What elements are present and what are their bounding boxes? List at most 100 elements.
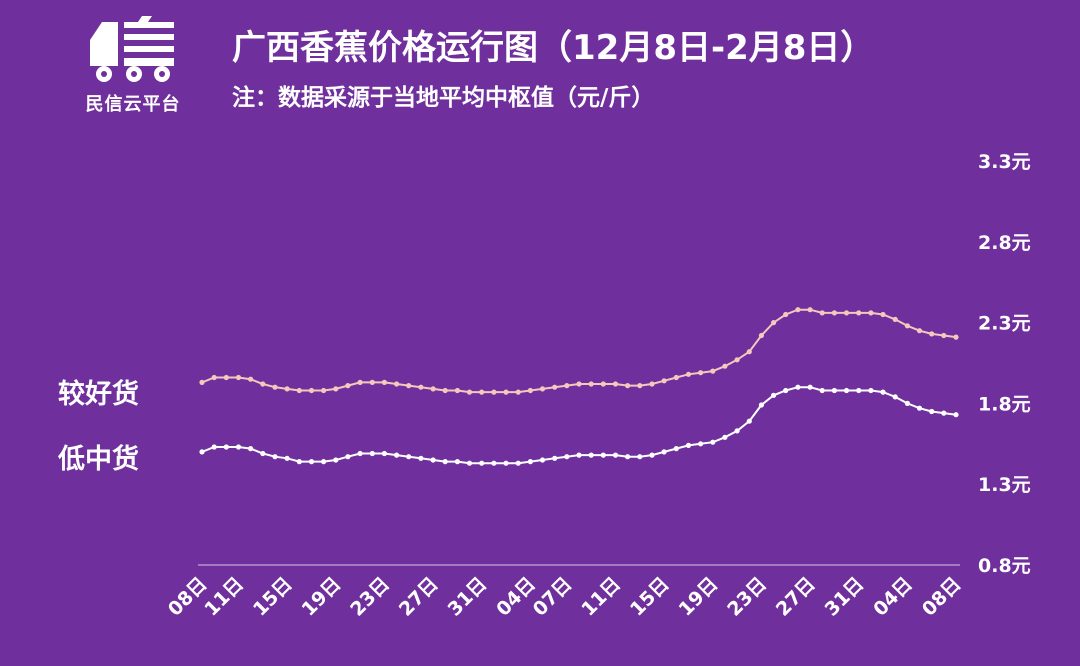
- y-tick-label: 2.3元: [978, 313, 1031, 335]
- data-point: [795, 307, 801, 313]
- data-point: [539, 457, 546, 463]
- data-point: [369, 450, 375, 457]
- x-tick-label: 08日: [918, 573, 966, 621]
- y-tick-label: 0.8元: [978, 555, 1031, 577]
- data-point: [746, 349, 752, 355]
- data-point: [831, 387, 838, 394]
- data-point: [904, 400, 911, 406]
- data-point: [248, 376, 254, 382]
- x-tick-label: 19日: [298, 573, 346, 621]
- data-point: [223, 444, 229, 450]
- data-point: [442, 387, 448, 394]
- data-point: [564, 383, 570, 389]
- x-tick-label: 31日: [821, 573, 869, 621]
- data-point: [843, 310, 850, 316]
- data-point: [722, 434, 728, 440]
- data-point: [625, 454, 631, 460]
- data-point: [868, 387, 874, 394]
- data-point: [612, 452, 619, 458]
- data-point: [479, 460, 485, 466]
- data-point: [539, 386, 546, 392]
- data-point: [515, 460, 521, 466]
- data-point: [369, 379, 375, 385]
- data-point: [637, 454, 643, 460]
- logo-text: 民信云平台: [85, 94, 181, 115]
- data-point: [381, 450, 387, 457]
- data-point: [880, 311, 886, 318]
- data-point: [625, 383, 631, 389]
- data-point: [685, 442, 692, 448]
- data-point: [406, 454, 412, 460]
- data-point: [868, 310, 874, 316]
- data-point: [418, 384, 424, 390]
- data-point: [831, 310, 838, 316]
- data-point: [272, 384, 278, 390]
- data-point: [904, 323, 911, 329]
- y-tick-label: 3.3元: [978, 151, 1031, 173]
- data-point: [296, 459, 302, 465]
- x-tick-label: 23日: [723, 573, 771, 621]
- data-point: [430, 386, 436, 392]
- data-point: [929, 408, 935, 415]
- x-tick-label: 27日: [772, 573, 820, 621]
- data-point: [588, 452, 594, 458]
- data-point: [929, 331, 935, 337]
- data-point: [880, 389, 886, 395]
- data-point: [807, 307, 813, 313]
- data-point: [503, 389, 509, 395]
- data-point: [673, 374, 679, 381]
- data-point: [564, 454, 570, 460]
- data-point: [199, 379, 205, 385]
- data-point: [357, 379, 363, 385]
- data-point: [576, 452, 582, 458]
- data-point: [235, 444, 242, 450]
- y-tick-label: 2.8元: [978, 232, 1031, 254]
- data-point: [345, 454, 351, 460]
- x-tick-label: 23日: [346, 573, 394, 621]
- data-point: [345, 383, 351, 389]
- data-point: [357, 450, 363, 457]
- truck-logo-icon: [90, 16, 174, 82]
- data-point: [710, 368, 716, 374]
- data-point: [394, 452, 400, 458]
- data-point: [527, 459, 534, 465]
- data-point: [223, 374, 229, 381]
- data-point: [466, 460, 473, 466]
- data-point: [576, 381, 582, 387]
- data-point: [381, 379, 387, 385]
- data-point: [892, 316, 898, 322]
- series-label-good: 较好货: [58, 379, 139, 410]
- x-tick-label: 11日: [577, 573, 625, 621]
- data-point: [953, 334, 959, 340]
- data-point: [491, 460, 497, 466]
- data-point: [296, 387, 302, 394]
- chart-subtitle: 注：数据采源于当地平均中枢值（元/斤）: [232, 85, 655, 111]
- data-point: [430, 457, 436, 463]
- data-point: [856, 387, 862, 394]
- data-point: [916, 405, 923, 411]
- x-tick-label: 31日: [444, 573, 492, 621]
- data-point: [941, 410, 947, 416]
- data-point: [333, 386, 339, 392]
- x-tick-label: 15日: [249, 573, 297, 621]
- data-point: [819, 310, 825, 316]
- data-point: [211, 374, 217, 381]
- data-point: [746, 418, 752, 424]
- data-point: [503, 460, 509, 466]
- data-point: [308, 459, 315, 465]
- data-point: [758, 402, 765, 408]
- data-point: [685, 371, 692, 377]
- data-point: [916, 328, 923, 334]
- logo: 民信云平台: [78, 12, 188, 115]
- data-point: [321, 459, 327, 465]
- data-point: [260, 381, 266, 387]
- x-tick-label: 04日: [492, 573, 540, 621]
- data-point: [673, 446, 679, 452]
- data-point: [248, 446, 254, 452]
- series-line-good: [201, 308, 957, 394]
- data-point: [637, 383, 643, 389]
- series-line-low: [201, 386, 957, 465]
- data-point: [600, 381, 606, 387]
- data-point: [734, 428, 740, 434]
